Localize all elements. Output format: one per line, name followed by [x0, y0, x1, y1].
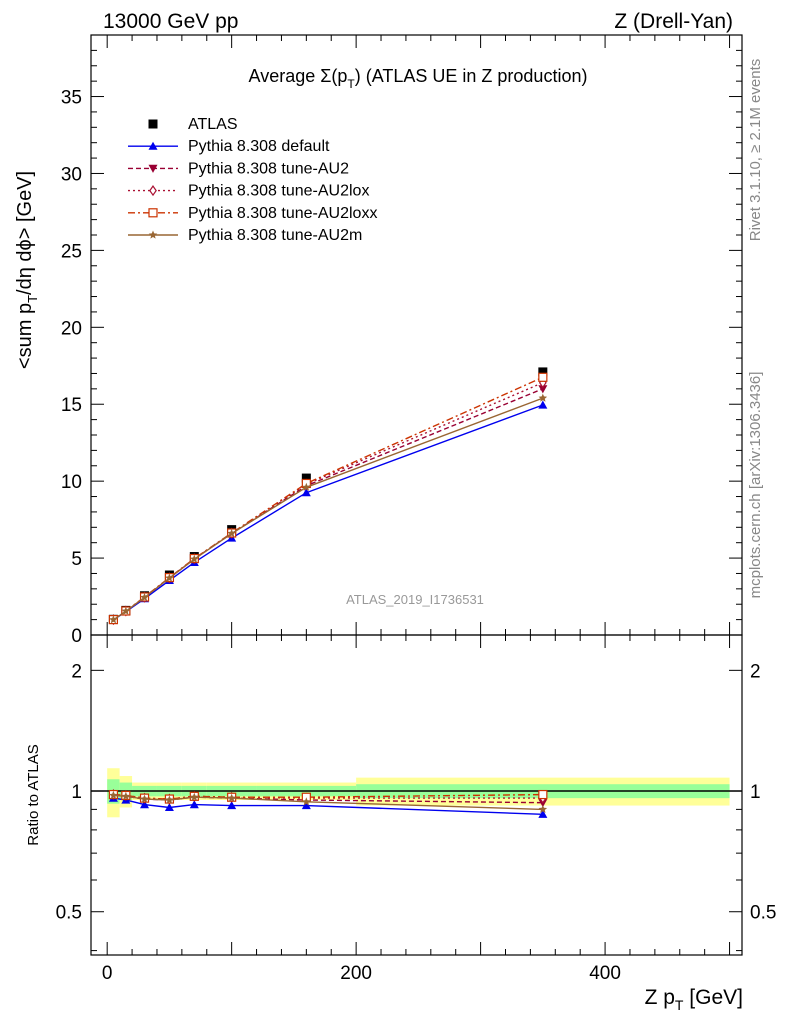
- chart-title-text: Average Σ(p: [249, 66, 348, 86]
- legend-label-pythia-8-308-tune-au2: Pythia 8.308 tune-AU2: [188, 160, 349, 177]
- y-tick-label: 30: [61, 164, 82, 185]
- data-point-pythia-8-308-tune-au2m: [165, 573, 174, 582]
- x-tick-labels: 0 200 400: [102, 963, 621, 984]
- data-point-pythia-8-308-tune-au2m: [109, 615, 118, 624]
- legend-label-atlas: ATLAS: [188, 116, 238, 133]
- legend-label-pythia-8-308-tune-au2m: Pythia 8.308 tune-AU2m: [188, 227, 362, 244]
- y-tick-label: 20: [61, 318, 82, 339]
- y-axis-label-main: <sum p: [14, 303, 36, 369]
- legend-marker-atlas: [148, 119, 158, 129]
- ratio-point-pythia-8-308-default: [538, 809, 548, 818]
- data-point-pythia-8-308-default: [538, 400, 548, 409]
- ratio-line-pythia-8-308-tune-au2m: [113, 794, 543, 811]
- ratio-point-pythia-8-308-tune-au2m: [190, 792, 199, 801]
- ratio-plot-area: 0.5 0.5 1 1 2 2: [56, 634, 776, 956]
- y-axis-label: <sum pT/dη dϕ> [GeV]: [14, 171, 40, 369]
- ratio-point-pythia-8-308-tune-au2m: [121, 791, 131, 800]
- x-axis-label: Z pT [GeV]: [645, 986, 743, 1013]
- data-point-pythia-8-308-tune-au2loxx: [538, 372, 548, 382]
- chart-title-tail: ) (ATLAS UE in Z production): [355, 66, 588, 86]
- ratio-tick-label-left: 0.5: [56, 903, 82, 924]
- y-axis-label-tail: /dη dϕ> [GeV]: [14, 171, 36, 295]
- x-axis-label-subscript: T: [675, 997, 684, 1013]
- data-point-pythia-8-308-tune-au2m: [538, 393, 548, 402]
- data-point-pythia-8-308-tune-au2: [538, 385, 548, 394]
- ratio-point-pythia-8-308-tune-au2m: [302, 797, 311, 806]
- rivet-version-label: Rivet 3.1.10, ≥ 2.1M events: [747, 59, 764, 242]
- legend-marker-pythia-8-308-tune-au2loxx: [148, 208, 158, 218]
- ratio-data-layer: [91, 768, 742, 818]
- ratio-point-pythia-8-308-default: [301, 801, 311, 810]
- ratio-point-pythia-8-308-tune-au2loxx: [538, 789, 548, 800]
- ratio-point-pythia-8-308-default: [164, 802, 174, 812]
- y-tick-label: 5: [71, 549, 82, 570]
- ratio-point-pythia-8-308-default: [189, 800, 199, 809]
- data-point-pythia-8-308-default: [301, 488, 311, 497]
- analysis-watermark: ATLAS_2019_I1736531: [346, 592, 484, 607]
- x-axis-label-unit: [GeV]: [683, 986, 743, 1009]
- data-point-pythia-8-308-tune-au2m: [190, 554, 199, 563]
- ratio-tick-label-left: 1: [71, 782, 82, 803]
- beam-label: 13000 GeV pp: [103, 10, 238, 33]
- ratio-tick-label-right: 0.5: [750, 903, 776, 924]
- y-tick-label: 15: [61, 395, 82, 416]
- data-point-pythia-8-308-tune-au2m: [121, 606, 131, 615]
- series-line-pythia-8-308-tune-au2lox: [113, 382, 544, 621]
- y-tick-label: 25: [61, 241, 82, 262]
- y-axis-label-subscript: T: [25, 295, 40, 303]
- ratio-tick-label-right: 2: [750, 661, 761, 682]
- legend: ATLAS Pythia 8.308 default Pythia 8.308 tu…: [128, 116, 377, 244]
- process-label: Z (Drell-Yan): [614, 10, 733, 33]
- series-line-pythia-8-308-tune-au2: [113, 388, 544, 621]
- x-tick-label: 0: [102, 963, 113, 984]
- main-data-layer: [108, 367, 548, 626]
- chart-title-subscript: T: [347, 77, 355, 91]
- series-line-pythia-8-308-default: [113, 404, 544, 621]
- legend-marker-pythia-8-308-tune-au2lox: [149, 185, 157, 197]
- ratio-tick-label-left: 2: [71, 661, 82, 682]
- data-point-pythia-8-308-tune-au2m: [302, 482, 311, 491]
- ratio-line-pythia-8-308-default: [113, 797, 543, 815]
- data-point-atlas: [301, 473, 311, 483]
- ratio-axis-ticks: 0.5 0.5 1 1 2 2: [56, 635, 776, 955]
- mcplots-label: mcplots.cern.ch [arXiv:1306.3436]: [747, 372, 764, 599]
- series-line-pythia-8-308-tune-au2m: [113, 397, 544, 621]
- chart-title: Average Σ(pT) (ATLAS UE in Z production): [249, 66, 588, 91]
- main-axis-ticks: 0 5 10 15 20 25 30 35: [61, 34, 742, 647]
- ratio-point-pythia-8-308-tune-au2m: [165, 795, 174, 804]
- ratio-point-pythia-8-308-default: [140, 800, 150, 809]
- x-tick-label: 200: [340, 963, 372, 984]
- data-point-atlas: [538, 367, 548, 377]
- legend-label-pythia-8-308-tune-au2loxx: Pythia 8.308 tune-AU2loxx: [188, 205, 377, 222]
- data-point-pythia-8-308-tune-au2m: [227, 529, 236, 538]
- ratio-plot-frame: [90, 634, 743, 956]
- legend-label-pythia-8-308-tune-au2lox: Pythia 8.308 tune-AU2lox: [188, 183, 369, 200]
- main-plot-area: 0 5 10 15 20 25 30 35 Average Σ(pT) (ATLAS UE i…: [61, 34, 743, 647]
- ratio-tick-label-right: 1: [750, 782, 761, 803]
- x-tick-label: 400: [589, 963, 621, 984]
- ratio-point-pythia-8-308-tune-au2m: [140, 794, 149, 803]
- data-point-pythia-8-308-tune-au2m: [140, 593, 149, 602]
- ratio-point-pythia-8-308-tune-au2m: [109, 790, 118, 800]
- legend-marker-pythia-8-308-tune-au2m: [148, 230, 158, 239]
- series-line-pythia-8-308-tune-au2loxx: [113, 376, 544, 621]
- x-axis-label-main: Z p: [645, 986, 675, 1009]
- ratio-axis-label: Ratio to ATLAS: [25, 744, 42, 845]
- y-tick-label: 35: [61, 88, 82, 109]
- legend-marker-pythia-8-308-default: [148, 141, 158, 150]
- y-tick-label: 0: [71, 626, 82, 647]
- ratio-point-pythia-8-308-default: [227, 801, 237, 810]
- y-tick-label: 10: [61, 472, 82, 493]
- legend-marker-pythia-8-308-tune-au2: [148, 164, 158, 173]
- legend-label-pythia-8-308-default: Pythia 8.308 default: [188, 138, 330, 155]
- ratio-point-pythia-8-308-tune-au2m: [227, 793, 236, 802]
- ratio-point-pythia-8-308-tune-au2m: [538, 804, 548, 813]
